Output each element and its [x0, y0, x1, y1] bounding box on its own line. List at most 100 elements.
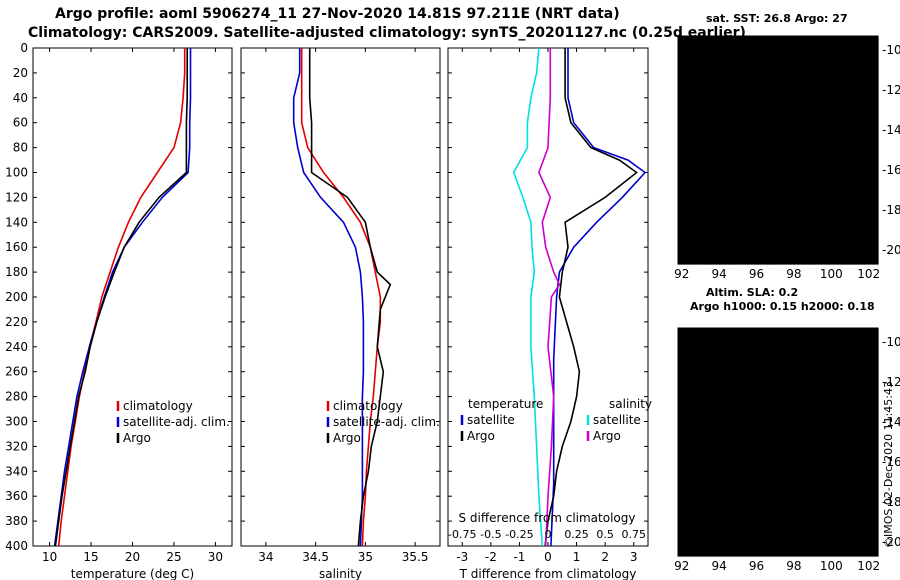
x-tick-label: 25	[166, 550, 181, 564]
series-line-difference-s-argo	[538, 48, 561, 547]
series-line-salinity-argo	[308, 48, 392, 547]
x-tick-label: 34	[258, 550, 273, 564]
x-axis-label: T difference from climatology	[459, 567, 637, 580]
map-lon-label: 102	[857, 559, 880, 573]
salinity-legend-label: satellite-adj. clim.	[333, 415, 440, 429]
diff-s-axis-label: S difference from climatology	[459, 511, 636, 525]
map-lon-label: 92	[674, 559, 689, 573]
map-lat-label: -12	[882, 83, 900, 97]
sst-argo-position-marker	[773, 140, 785, 152]
diff-s-tick-label: -0.5	[480, 528, 501, 541]
depth-tick-label: 400	[5, 539, 28, 553]
diff-s-tick-label: 0	[545, 528, 552, 541]
x-tick-label: -2	[485, 550, 497, 564]
x-tick-label: 34.5	[302, 550, 329, 564]
map-lat-label: -10	[882, 335, 900, 349]
sla-cocos-island-marker	[772, 384, 776, 388]
salinity-legend-label: Argo	[333, 431, 361, 445]
map-lon-label: 96	[749, 559, 764, 573]
depth-tick-label: 360	[5, 489, 28, 503]
series-line-salinity-climatology	[300, 48, 382, 547]
x-tick-label: 35.5	[402, 550, 429, 564]
salinity-legend-label: climatology	[333, 399, 403, 413]
plot-frame-difference	[447, 47, 649, 547]
sla-map	[677, 327, 879, 557]
temperature-legend-label: satellite-adj. clim.	[123, 415, 230, 429]
series-line-temperature-satellite-adj-clim-	[53, 48, 192, 547]
depth-tick-label: 180	[5, 265, 28, 279]
depth-tick-label: 40	[13, 91, 28, 105]
diff-s-tick-label: 0.5	[596, 528, 614, 541]
map-lat-label: -10	[882, 43, 900, 57]
x-tick-label: 20	[125, 550, 140, 564]
map-lon-label: 94	[711, 559, 726, 573]
x-tick-label: 35	[358, 550, 373, 564]
sla-map-frame	[677, 327, 879, 557]
map-lon-label: 98	[786, 559, 801, 573]
depth-tick-label: 20	[13, 66, 28, 80]
x-tick-label: 3	[630, 550, 638, 564]
diff-legend-temperature-title: temperature	[468, 397, 543, 411]
x-tick-label: -1	[513, 550, 525, 564]
map-lat-label: -16	[882, 455, 900, 469]
depth-tick-label: 380	[5, 514, 28, 528]
depth-tick-label: 260	[5, 365, 28, 379]
sla-argo-position-marker	[773, 432, 785, 444]
map-lon-label: 102	[857, 267, 880, 281]
diff-s-tick-label: 0.75	[621, 528, 646, 541]
x-tick-label: 15	[83, 550, 98, 564]
diff-s-tick-label: -0.75	[448, 528, 476, 541]
x-axis-label: temperature (deg C)	[71, 567, 194, 580]
sla-map-title-line2: Argo h1000: 0.15 h2000: 0.18	[690, 300, 875, 313]
diff-s-tick-label: -0.25	[505, 528, 533, 541]
x-tick-label: 2	[601, 550, 609, 564]
diff-legend-salinity-title: salinity	[609, 397, 652, 411]
depth-tick-label: 160	[5, 240, 28, 254]
depth-tick-label: 0	[20, 41, 28, 55]
series-line-temperature-climatology	[57, 48, 186, 547]
map-lat-label: -20	[882, 535, 900, 549]
series-line-difference-s-satellite	[512, 47, 544, 547]
map-lon-label: 100	[820, 267, 843, 281]
depth-tick-label: 60	[13, 116, 28, 130]
sla-map-title-line1: Altim. SLA: 0.2	[706, 286, 799, 299]
diff-legend-label: satellite	[593, 413, 641, 427]
depth-tick-label: 220	[5, 315, 28, 329]
plot-frame-temperature	[32, 47, 233, 547]
depth-tick-label: 100	[5, 166, 28, 180]
map-lat-label: -18	[882, 203, 900, 217]
plot-title-line2: Climatology: CARS2009. Satellite-adjuste…	[28, 25, 746, 41]
x-tick-label: -3	[456, 550, 468, 564]
depth-tick-label: 300	[5, 415, 28, 429]
series-line-temperature-argo	[54, 48, 188, 547]
depth-tick-label: 80	[13, 141, 28, 155]
depth-tick-label: 120	[5, 190, 28, 204]
plot-title-line1: Argo profile: aoml 5906274_11 27-Nov-202…	[55, 6, 620, 22]
map-lat-label: -12	[882, 375, 900, 389]
map-lon-label: 92	[674, 267, 689, 281]
diff-legend-label: Argo	[593, 429, 621, 443]
depth-tick-label: 200	[5, 290, 28, 304]
chart-temperature	[32, 47, 233, 547]
diff-legend-label: satellite	[467, 413, 515, 427]
depth-tick-label: 140	[5, 215, 28, 229]
map-lat-label: -18	[882, 495, 900, 509]
series-line-difference-t-argo	[544, 48, 638, 547]
temperature-legend-label: climatology	[123, 399, 193, 413]
temperature-legend-label: Argo	[123, 431, 151, 445]
map-lat-label: -14	[882, 415, 900, 429]
sst-map-title: sat. SST: 26.8 Argo: 27	[706, 12, 848, 25]
series-line-difference-t-satellite	[550, 48, 647, 547]
diff-legend-label: Argo	[467, 429, 495, 443]
x-tick-label: 1	[573, 550, 581, 564]
x-tick-label: 10	[42, 550, 57, 564]
plot-frame-salinity	[240, 47, 441, 547]
chart-difference	[447, 47, 649, 547]
depth-tick-label: 280	[5, 390, 28, 404]
sst-cocos-island-marker	[772, 92, 776, 96]
map-lon-label: 98	[786, 267, 801, 281]
sst-map-frame	[677, 35, 879, 265]
diff-s-tick-label: 0.25	[564, 528, 589, 541]
chart-salinity	[240, 47, 441, 547]
depth-tick-label: 240	[5, 340, 28, 354]
